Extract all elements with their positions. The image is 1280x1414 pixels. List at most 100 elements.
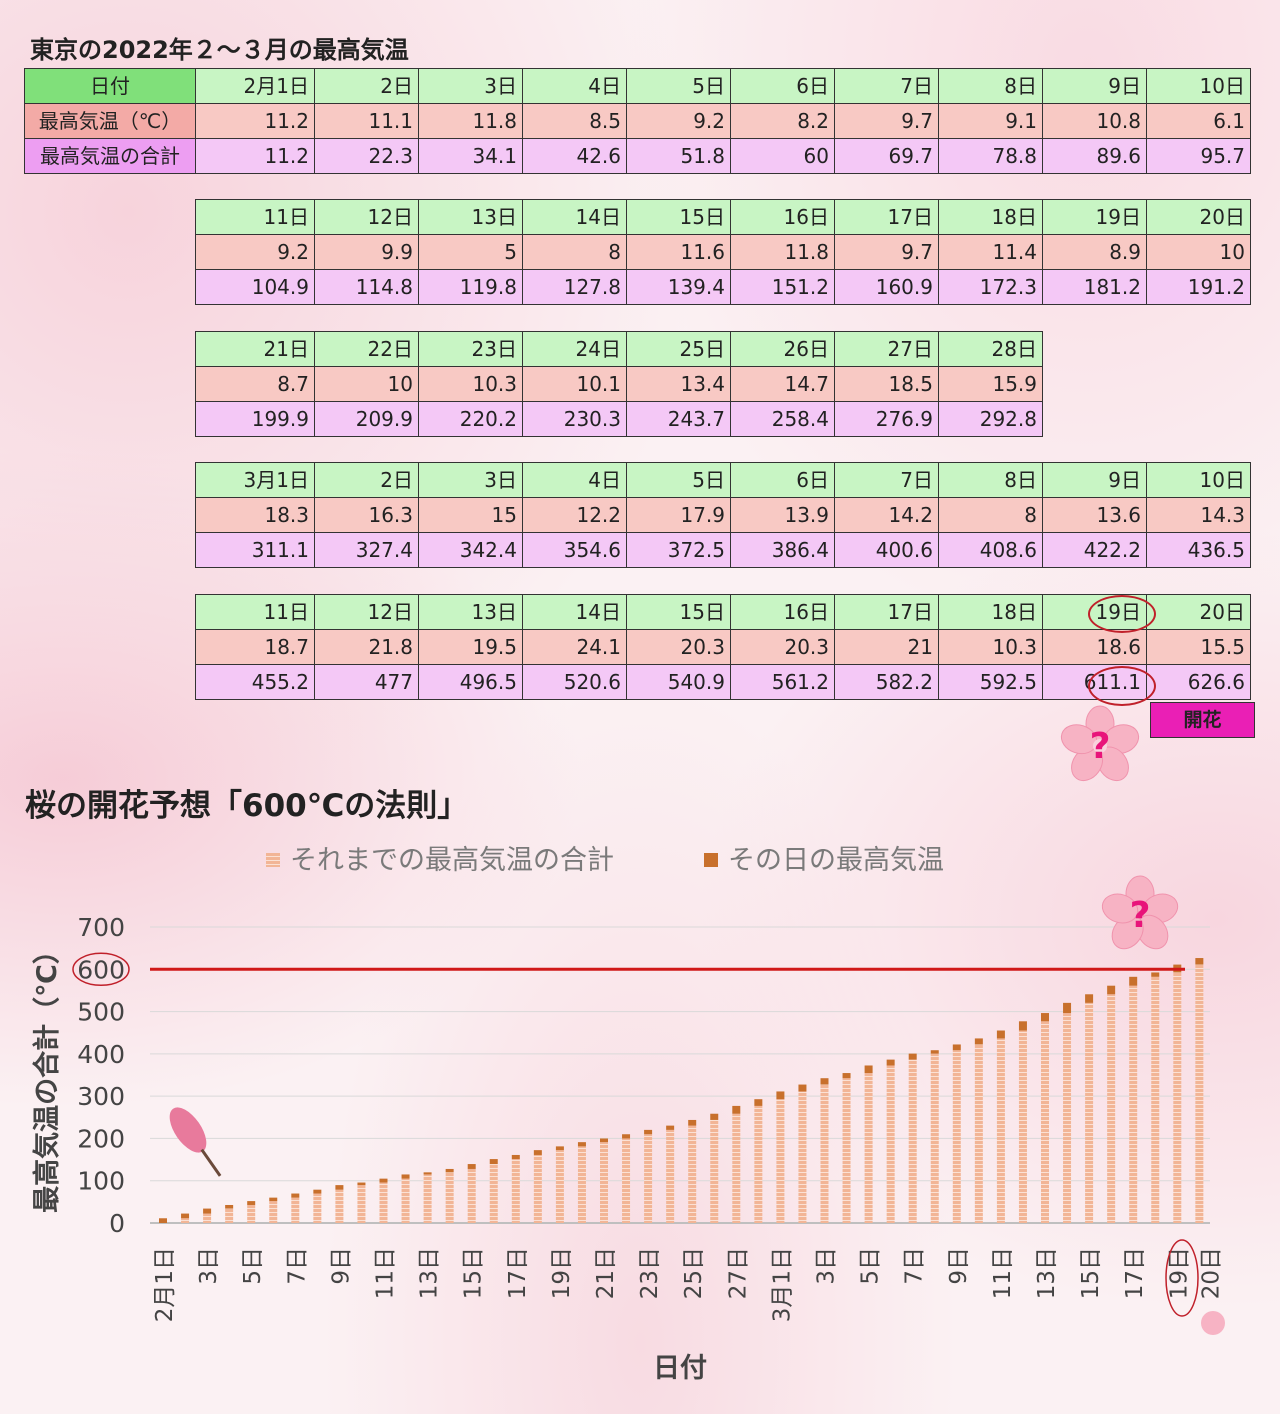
bar-daily — [1063, 1002, 1072, 1014]
bar-daily — [269, 1197, 278, 1202]
date-cell: 11日 — [195, 199, 315, 235]
highlight-ring — [1088, 595, 1156, 633]
bar-daily — [247, 1201, 256, 1205]
bar-cumulative — [335, 1189, 344, 1223]
legend-label: それまでの最高気温の合計 — [290, 845, 614, 876]
temp-cell: 8.5 — [522, 103, 627, 139]
sum-cell: 477 — [314, 664, 419, 700]
sum-cell: 151.2 — [730, 269, 835, 305]
bar-cumulative — [533, 1154, 542, 1223]
bar-daily — [555, 1146, 564, 1151]
date-cell: 5日 — [626, 68, 731, 104]
x-tick-label: 21日 — [593, 1247, 619, 1299]
sum-cell: 119.8 — [418, 269, 523, 305]
y-tick-label: 400 — [77, 1040, 125, 1069]
date-cell: 15日 — [626, 594, 731, 630]
bar-daily — [511, 1154, 520, 1160]
date-cell: 28日 — [938, 331, 1043, 367]
table-row: 8.7 10 10.3 10.1 13.4 14.7 18.5 15.9 — [195, 366, 1043, 402]
temp-cell: 18.7 — [195, 629, 315, 665]
date-cell: 8日 — [938, 68, 1043, 104]
bar-cumulative — [511, 1159, 520, 1223]
bar-daily — [291, 1193, 300, 1198]
row-label: 最高気温の合計 — [24, 138, 196, 174]
cumulative-temperature-chart: それまでの最高気温の合計 その日の最高気温 0 100 200 300 400 500 600 7… — [31, 845, 1225, 1384]
table-row: 11日 12日 13日 14日 15日 16日 17日 18日 19日 20日 — [195, 199, 1251, 235]
date-cell: 3月1日 — [195, 462, 315, 498]
sum-cell: 230.3 — [522, 401, 627, 437]
bar-daily — [401, 1174, 410, 1179]
x-tick-label: 11日 — [990, 1247, 1016, 1299]
bar-daily — [203, 1208, 212, 1214]
sum-cell: 276.9 — [834, 401, 939, 437]
temp-cell: 14.3 — [1146, 497, 1251, 533]
bar-cumulative — [952, 1050, 961, 1223]
table-row: 最高気温（℃） 11.2 11.1 11.8 8.5 9.2 8.2 9.7 9.1 10.8 6.… — [24, 103, 1251, 139]
bar-cumulative — [908, 1059, 917, 1223]
x-tick-label: 15日 — [1078, 1247, 1104, 1299]
date-cell: 9日 — [1042, 462, 1147, 498]
temp-cell: 11.4 — [938, 234, 1043, 270]
bar-cumulative — [600, 1142, 608, 1223]
date-cell: 15日 — [626, 199, 731, 235]
date-cell: 20日 — [1146, 594, 1251, 630]
date-cell: 26日 — [730, 331, 835, 367]
bar-cumulative — [247, 1204, 256, 1223]
temp-cell: 14.7 — [730, 366, 835, 402]
bar-cumulative — [842, 1078, 851, 1223]
date-cell: 12日 — [314, 594, 419, 630]
bar-daily — [644, 1129, 653, 1135]
temp-cell: 10.3 — [418, 366, 523, 402]
bar-daily — [1085, 994, 1094, 1003]
bar-daily — [159, 1218, 167, 1223]
table-row: 最高気温の合計 11.2 22.3 34.1 42.6 51.8 60 69.7 78.8 89.… — [24, 138, 1251, 174]
bar-cumulative — [1173, 972, 1182, 1223]
x-tick-label: 17日 — [505, 1247, 531, 1299]
bar-cumulative — [1151, 976, 1160, 1223]
bar-cumulative — [401, 1178, 410, 1223]
sum-cell: 496.5 — [418, 664, 523, 700]
bar-daily — [225, 1204, 234, 1209]
bar-cumulative — [732, 1113, 741, 1223]
date-cell: 3日 — [418, 462, 523, 498]
sum-cell: 51.8 — [626, 138, 731, 174]
bar-cumulative — [864, 1073, 873, 1223]
date-cell: 22日 — [314, 331, 419, 367]
date-cell: 25日 — [626, 331, 731, 367]
sum-cell: 220.2 — [418, 401, 523, 437]
temp-cell: 10.1 — [522, 366, 627, 402]
temp-cell: 21 — [834, 629, 939, 665]
x-tick-label: 20日 — [1198, 1247, 1224, 1299]
date-cell: 12日 — [314, 199, 419, 235]
temp-cell: 8 — [522, 234, 627, 270]
temp-cell: 16.3 — [314, 497, 419, 533]
row-label: 日付 — [24, 68, 196, 104]
temp-cell: 13.6 — [1042, 497, 1147, 533]
temp-cell: 14.2 — [834, 497, 939, 533]
table-row: 9.2 9.9 5 8 11.6 11.8 9.7 11.4 8.9 10 — [195, 234, 1251, 270]
x-axis-label: 日付 — [653, 1353, 707, 1384]
temp-cell: 15.5 — [1146, 629, 1251, 665]
x-tick-label: 19日 — [549, 1247, 575, 1299]
x-tick-label: 19日 — [1166, 1247, 1192, 1299]
bar-daily — [335, 1185, 344, 1190]
table-row: 311.1 327.4 342.4 354.6 372.5 386.4 400.6 408.6… — [195, 532, 1251, 568]
temp-cell: 11.2 — [195, 103, 315, 139]
temp-cell: 10.8 — [1042, 103, 1147, 139]
bar-cumulative — [930, 1053, 939, 1223]
bar-daily — [423, 1172, 432, 1175]
temp-cell: 15.9 — [938, 366, 1043, 402]
bar-daily — [467, 1164, 476, 1169]
bar-daily — [600, 1138, 608, 1143]
temp-cell: 9.9 — [314, 234, 419, 270]
temp-cell: 11.8 — [418, 103, 523, 139]
sum-cell: 11.2 — [195, 138, 315, 174]
bar-daily — [886, 1059, 895, 1066]
temp-cell: 12.2 — [522, 497, 627, 533]
bar-daily — [1195, 958, 1204, 965]
bar-cumulative — [666, 1129, 675, 1223]
sum-cell: 69.7 — [834, 138, 939, 174]
sum-cell: 104.9 — [195, 269, 315, 305]
bar-cumulative — [1129, 985, 1138, 1223]
bar-cumulative — [776, 1099, 785, 1223]
